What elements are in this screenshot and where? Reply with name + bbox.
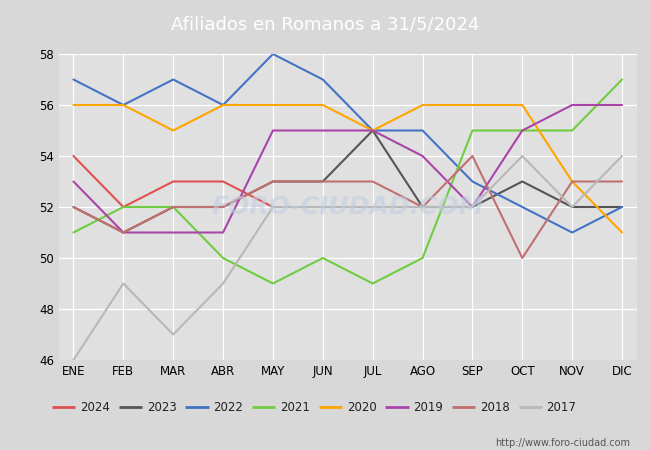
Text: FORO-CIUDAD.COM: FORO-CIUDAD.COM: [211, 195, 484, 219]
Text: 2024: 2024: [80, 401, 110, 414]
Text: 2022: 2022: [213, 401, 243, 414]
Text: 2019: 2019: [413, 401, 443, 414]
Text: 2018: 2018: [480, 401, 510, 414]
Text: 2021: 2021: [280, 401, 310, 414]
Text: 2017: 2017: [547, 401, 577, 414]
Text: 2023: 2023: [147, 401, 177, 414]
Text: 2020: 2020: [346, 401, 376, 414]
Text: Afiliados en Romanos a 31/5/2024: Afiliados en Romanos a 31/5/2024: [171, 16, 479, 34]
Text: http://www.foro-ciudad.com: http://www.foro-ciudad.com: [495, 438, 630, 448]
